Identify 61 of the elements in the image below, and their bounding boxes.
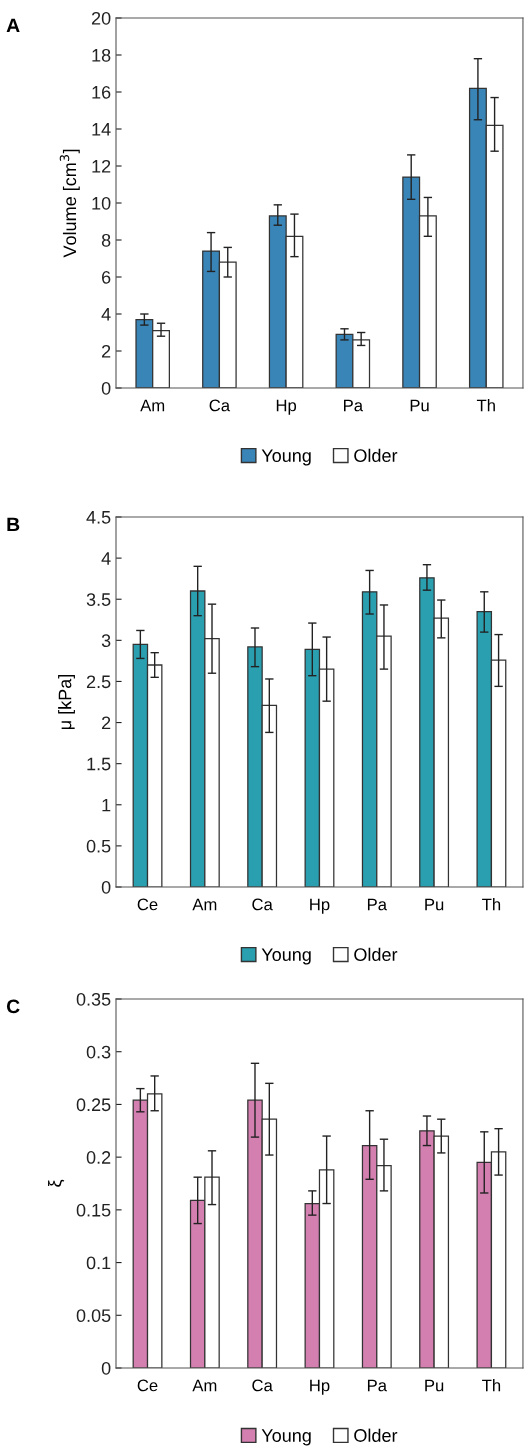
- x-tick-label: Th: [482, 1379, 501, 1392]
- x-tick-label: Pa: [344, 399, 364, 412]
- y-tick-label: 20: [91, 11, 111, 25]
- legend-label: Young: [261, 948, 311, 965]
- x-tick-label: Pu: [425, 898, 444, 911]
- y-axis-title: μ [kPa]: [58, 675, 75, 730]
- y-tick-label: 0.2: [86, 1151, 111, 1164]
- y-tick-label: 10: [92, 196, 111, 210]
- x-tick-label: Ca: [252, 1379, 273, 1392]
- x-tick-label: Th: [482, 898, 501, 911]
- y-tick-label: 4: [101, 552, 111, 565]
- y-tick-label: 3.5: [86, 593, 111, 606]
- y-tick-label: 0: [101, 880, 111, 894]
- y-tick-label: 4: [101, 308, 111, 321]
- y-tick-label: 12: [92, 159, 111, 173]
- y-tick-label: 0.05: [76, 1309, 111, 1323]
- legend-label: Older: [354, 1428, 398, 1442]
- x-tick-label: Th: [476, 399, 495, 412]
- x-tick-label: Pu: [425, 1379, 444, 1392]
- x-tick-label: Pa: [367, 1379, 387, 1392]
- chart-title: C: [6, 999, 20, 1014]
- x-tick-label: Hp: [310, 898, 330, 914]
- chart-title: B: [7, 517, 20, 532]
- x-tick-label: Am: [192, 898, 217, 911]
- y-tick-label: 0.3: [86, 1045, 111, 1059]
- x-tick-label: Am: [192, 1379, 217, 1392]
- y-tick-label: 0.35: [76, 992, 111, 1006]
- y-tick-label: 2.5: [86, 675, 111, 689]
- y-axis-title: Volume [cm$^{3}$]: [59, 149, 80, 258]
- y-tick-label: 0.25: [76, 1098, 111, 1112]
- x-tick-label: Ca: [252, 898, 273, 911]
- legend-label: Older: [354, 448, 398, 463]
- y-tick-label: 0.1: [86, 1256, 111, 1270]
- x-tick-label: Hp: [310, 1379, 330, 1395]
- y-tick-label: 0.15: [76, 1203, 111, 1217]
- x-tick-label: Hp: [276, 399, 297, 415]
- x-tick-label: Ce: [137, 898, 158, 911]
- y-tick-label: 1: [102, 798, 111, 812]
- legend-label: Young: [261, 1429, 311, 1446]
- y-tick-label: 8: [101, 233, 111, 247]
- y-tick-label: 2: [102, 716, 111, 730]
- x-tick-label: Ca: [209, 399, 231, 412]
- x-tick-label: Ce: [137, 1379, 158, 1392]
- y-tick-label: 1.5: [87, 757, 111, 771]
- x-tick-label: Pu: [410, 399, 429, 412]
- x-tick-label: Am: [140, 399, 165, 412]
- legend-label: Older: [354, 947, 398, 962]
- y-tick-label: 6: [102, 270, 111, 284]
- legend-label: Young: [261, 449, 311, 466]
- y-tick-label: 14: [92, 123, 111, 136]
- y-axis-title: ξ: [48, 1179, 65, 1187]
- y-tick-label: 16: [92, 85, 111, 99]
- y-tick-label: 0: [101, 1361, 111, 1375]
- y-tick-label: 2: [102, 344, 111, 358]
- chart-title: A: [6, 18, 20, 33]
- y-tick-label: 3: [101, 634, 111, 648]
- y-tick-label: 18: [92, 48, 111, 62]
- x-tick-label: Pa: [367, 898, 387, 911]
- y-tick-label: 4.5: [86, 511, 111, 524]
- y-tick-label: 0.5: [86, 839, 111, 853]
- y-tick-label: 0: [101, 381, 111, 395]
